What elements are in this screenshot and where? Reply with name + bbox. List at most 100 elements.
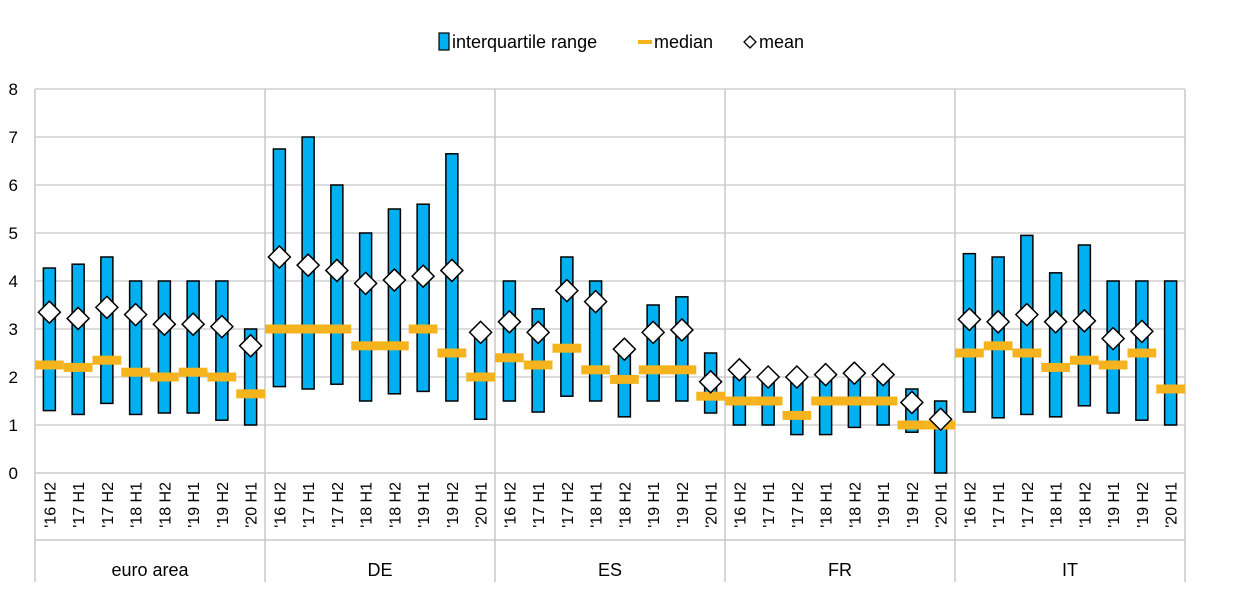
mean-marker <box>813 362 838 387</box>
median-marker <box>667 365 697 375</box>
mean-marker <box>497 309 522 334</box>
x-tick-label: '19 H1 <box>876 482 893 528</box>
iqr-bar <box>42 267 57 412</box>
x-axis: euro area '16 H2 '17 H1 '17 H2 '18 H1 '18 H2 '… <box>34 89 1186 582</box>
y-tick-label: 8 <box>9 80 18 99</box>
mean-marker <box>1129 319 1154 344</box>
x-tick-label: '19 H1 <box>186 482 203 528</box>
x-tick-label: '17 H2 <box>100 482 117 528</box>
mean-marker <box>1072 308 1097 333</box>
y-tick-label: 4 <box>9 272 18 291</box>
group-label: euro area <box>111 560 189 580</box>
mean-marker <box>353 271 378 296</box>
x-tick-label: '18 H1 <box>129 482 146 528</box>
mean-marker <box>123 302 148 327</box>
iqr-bar <box>416 203 430 393</box>
y-tick-label: 1 <box>9 416 18 435</box>
y-tick-label: 7 <box>9 128 18 147</box>
mean-marker <box>1014 302 1039 327</box>
mean-marker <box>468 320 493 345</box>
iqr-bar <box>675 296 689 402</box>
mean-marker <box>1101 326 1126 351</box>
x-tick-label: '18 H2 <box>847 482 864 528</box>
median-marker <box>121 367 150 377</box>
median-marker <box>1156 384 1185 394</box>
median-marker <box>811 396 840 406</box>
y-tick-label: 0 <box>9 464 18 483</box>
iqr-bar <box>215 280 229 421</box>
chart-marks <box>35 136 1185 474</box>
x-tick-label: '17 H1 <box>761 482 778 528</box>
iqr-bar <box>330 184 344 385</box>
legend-label: mean <box>759 32 804 52</box>
mean-marker <box>842 361 867 386</box>
x-tick-label: '18 H1 <box>589 482 606 528</box>
median-marker <box>265 324 294 334</box>
x-tick-label: '19 H1 <box>646 482 663 528</box>
x-tick-label: '18 H2 <box>1077 482 1094 528</box>
mean-marker <box>641 320 666 345</box>
iqr-bar <box>128 280 143 416</box>
iqr-bar <box>71 263 85 416</box>
iqr-bar <box>1163 280 1178 426</box>
mean-marker <box>612 337 637 362</box>
x-tick-label: '17 H2 <box>1020 482 1037 528</box>
median-marker <box>1127 348 1157 358</box>
mean-marker <box>698 369 723 394</box>
mean-marker <box>439 258 464 283</box>
median-marker <box>1012 348 1042 358</box>
median-marker <box>897 420 927 430</box>
mean-marker <box>94 295 119 320</box>
median-marker <box>1098 360 1128 370</box>
iqr-bar <box>186 280 200 414</box>
mean-marker <box>267 244 292 270</box>
mean-marker <box>37 300 62 325</box>
x-tick-label: '19 H2 <box>905 482 922 528</box>
mean-marker <box>986 309 1011 334</box>
iqr-bar <box>157 280 172 414</box>
mean-marker <box>324 258 349 283</box>
median-marker <box>236 389 265 399</box>
group-label: DE <box>367 560 392 580</box>
x-tick-label: '19 H2 <box>445 482 462 528</box>
median-marker <box>983 341 1013 351</box>
legend-label: interquartile range <box>452 32 597 52</box>
median-marker <box>782 410 812 420</box>
median-marker <box>840 396 869 406</box>
y-tick-label: 2 <box>9 368 18 387</box>
x-tick-label: '17 H1 <box>71 482 88 528</box>
x-tick-label: '19 H1 <box>1106 482 1123 528</box>
iqr-bar <box>1048 272 1063 418</box>
mean-marker <box>296 253 321 278</box>
y-tick-label: 5 <box>9 224 18 243</box>
x-tick-label: '17 H1 <box>531 482 548 528</box>
x-tick-label: '16 H2 <box>962 482 979 528</box>
x-tick-label: '18 H2 <box>617 482 634 528</box>
mean-marker <box>181 312 206 337</box>
x-tick-label: '19 H2 <box>675 482 692 528</box>
x-tick-label: '18 H1 <box>1049 482 1066 528</box>
x-tick-label: '18 H2 <box>157 482 174 528</box>
x-tick-label: '16 H2 <box>502 482 519 528</box>
median-marker <box>696 391 725 401</box>
x-tick-label: '17 H2 <box>790 482 807 528</box>
mean-marker <box>526 320 551 345</box>
legend-swatch-iqr <box>438 32 450 51</box>
median-marker <box>35 360 64 370</box>
legend-swatch-median <box>638 40 652 44</box>
x-tick-label: '20 H1 <box>1164 482 1181 528</box>
median-marker <box>293 324 323 334</box>
mean-marker <box>411 264 436 289</box>
mean-marker <box>583 289 608 314</box>
median-marker <box>466 372 495 382</box>
x-tick-label: '16 H2 <box>272 482 289 528</box>
x-tick-label: '19 H2 <box>215 482 232 528</box>
x-tick-label: '19 H1 <box>416 482 433 528</box>
x-tick-label: '19 H2 <box>1135 482 1152 528</box>
x-tick-label: '17 H2 <box>330 482 347 528</box>
median-marker <box>955 348 984 358</box>
median-marker <box>380 341 409 351</box>
mean-marker <box>1043 309 1068 334</box>
